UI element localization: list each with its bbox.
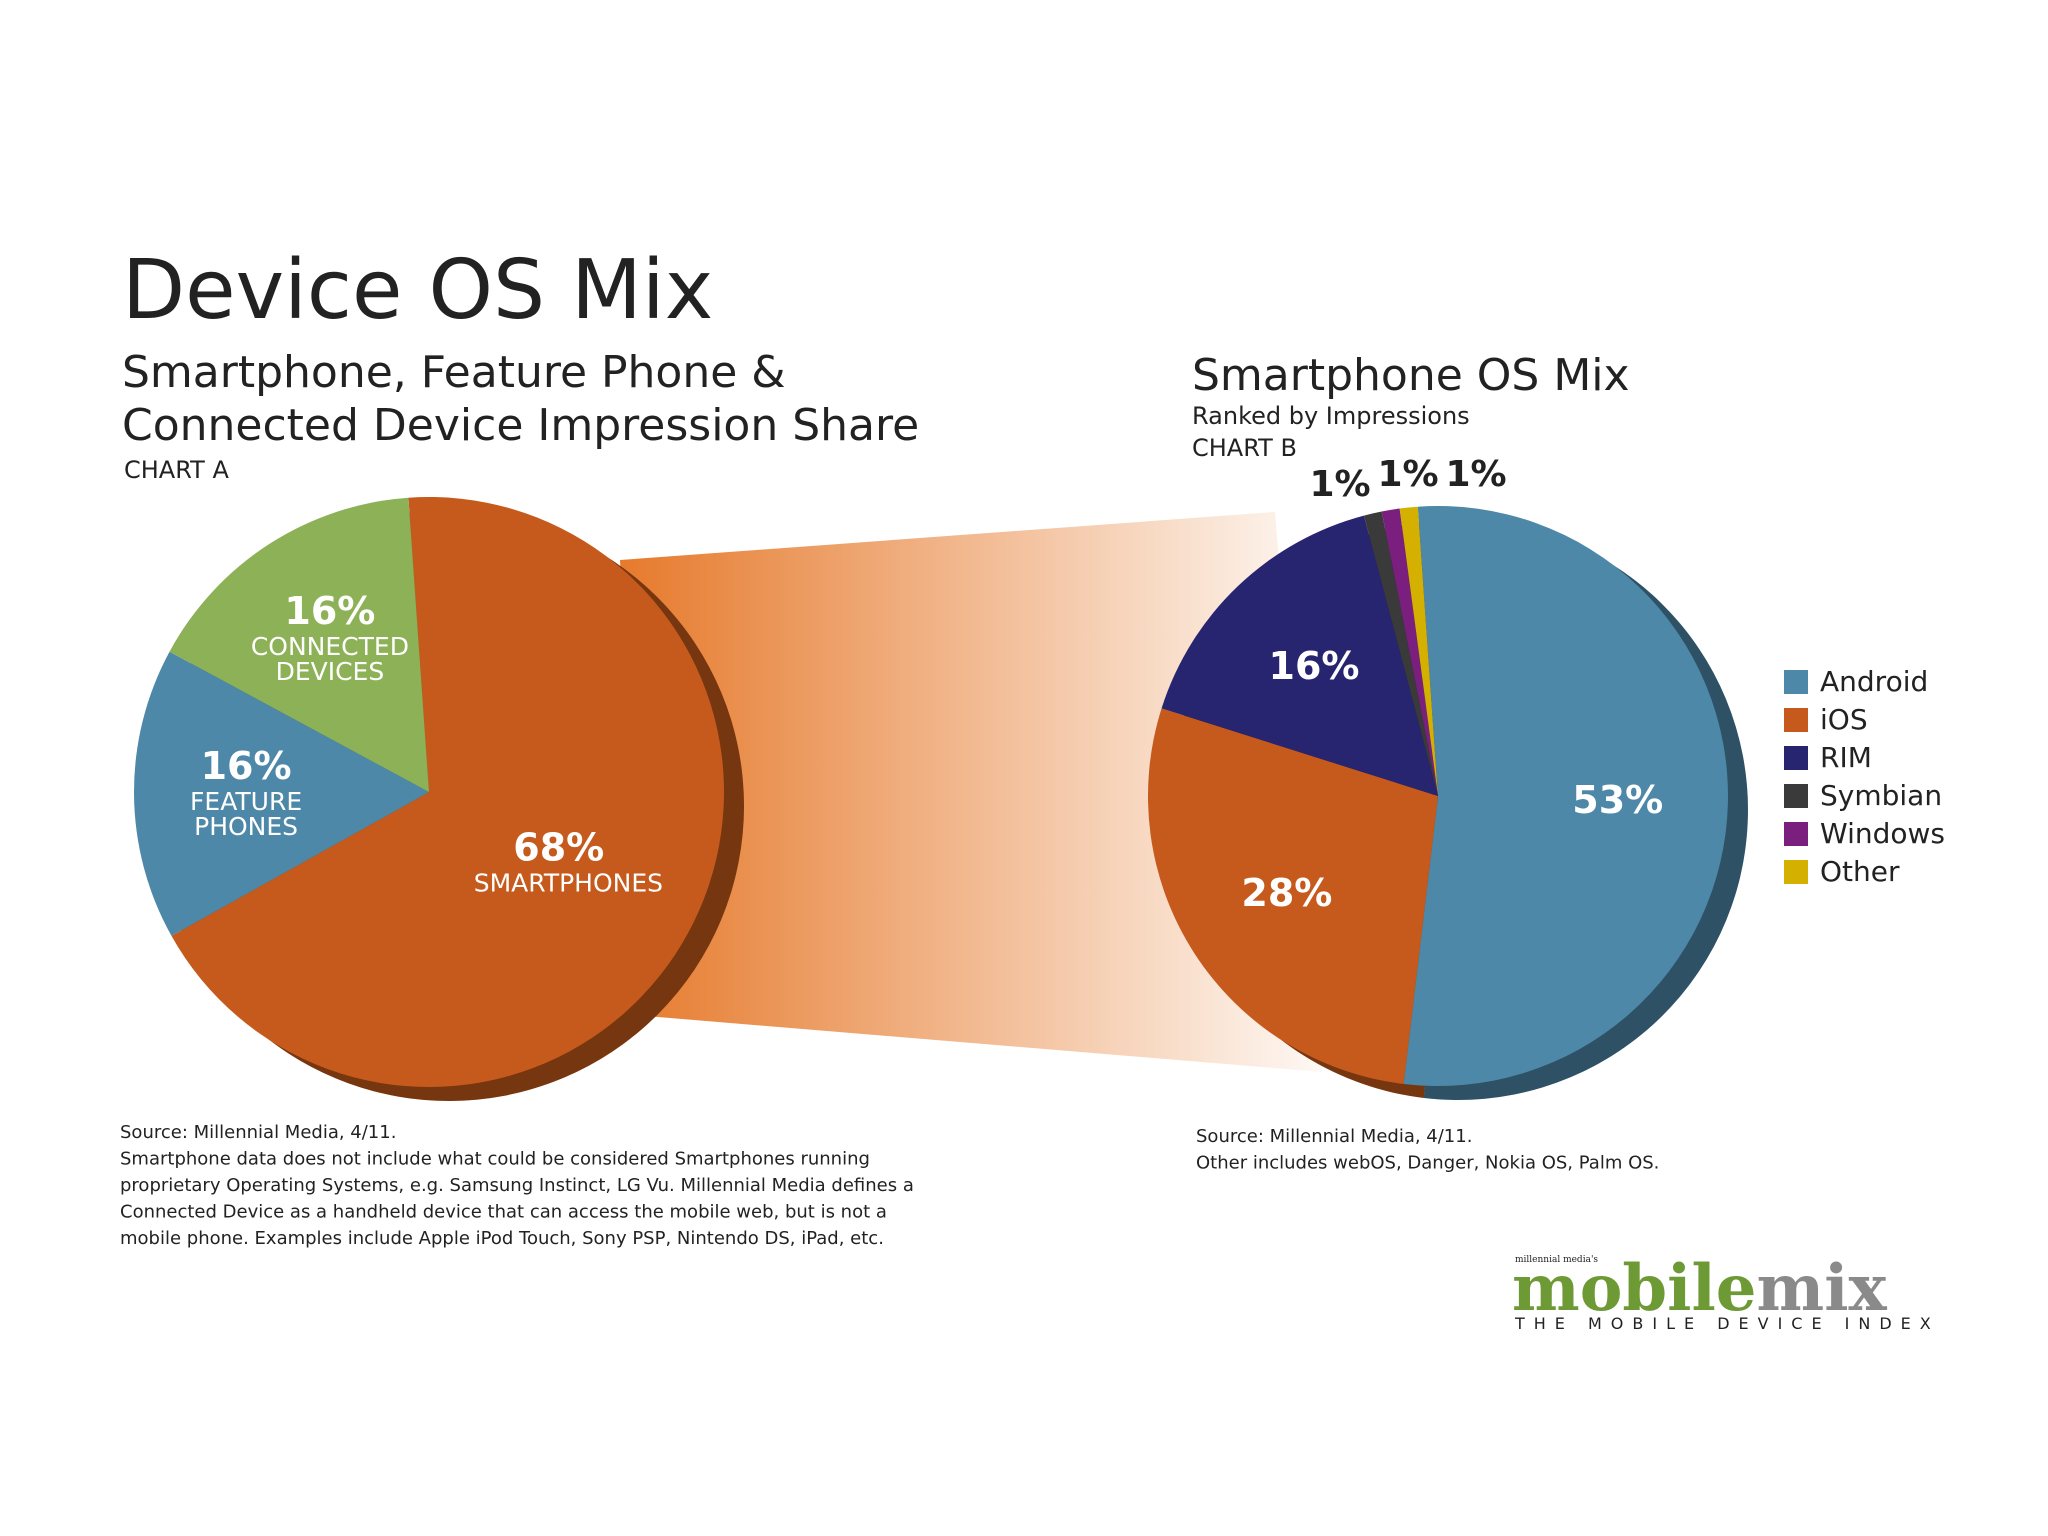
chart-subtitle: Ranked by Impressions [1192, 402, 1470, 430]
pie-slice [134, 651, 430, 936]
source-note: proprietary Operating Systems, e.g. Sams… [120, 1175, 914, 1196]
pie-slice [1403, 505, 1729, 1086]
slice-value-label: 16% [284, 589, 376, 634]
logo-tagline: THE MOBILE DEVICE INDEX [1514, 1314, 1940, 1333]
slice-value-label: 16% [1268, 643, 1360, 688]
legend-label: RIM [1820, 741, 1872, 774]
source-note: mobile phone. Examples include Apple iPo… [120, 1228, 884, 1249]
slice-value-label: 1% [1445, 454, 1506, 495]
pie-slice [1399, 506, 1438, 796]
chart-title: Smartphone, Feature Phone & [122, 347, 786, 398]
chart-subtitle: CHART A [124, 456, 229, 484]
slice-value-label: 1% [1309, 464, 1370, 505]
chart-title: Smartphone OS Mix [1192, 350, 1630, 401]
slice-label: 16% FEATURE PHONES [161, 747, 331, 839]
legend-swatch [1784, 746, 1808, 770]
slice-label: 16% [1269, 647, 1360, 685]
pie-slice [171, 497, 725, 1087]
slice-category-label: CONNECTED DEVICES [250, 632, 409, 687]
legend-label: iOS [1820, 703, 1868, 736]
legend-label: Android [1820, 665, 1928, 698]
logo-word1: mobile [1512, 1251, 1757, 1326]
slice-value-label: 16% [200, 744, 292, 789]
slice-label: 53% [1572, 781, 1663, 819]
chart-title: Connected Device Impression Share [122, 400, 919, 451]
slice-label: 68% SMARTPHONES [473, 825, 664, 898]
slice-value-label: 28% [1241, 871, 1333, 916]
legend-swatch [1784, 822, 1808, 846]
source-note: Connected Device as a handheld device th… [120, 1202, 887, 1223]
pie-slice [1148, 708, 1438, 1084]
slice-label: 28% [1241, 874, 1332, 912]
logo-word: mobilemix [1512, 1251, 1888, 1326]
source-note: Source: Millennial Media, 4/11. [120, 1122, 396, 1143]
source-note: Other includes webOS, Danger, Nokia OS, … [1196, 1153, 1659, 1174]
page-title: Device OS Mix [122, 243, 713, 338]
legend-label: Symbian [1820, 779, 1942, 812]
slice-category-label: SMARTPHONES [473, 868, 664, 898]
slice-label: 16% CONNECTED DEVICES [245, 592, 415, 684]
legend-swatch [1784, 784, 1808, 808]
slice-category-label: FEATURE PHONES [190, 787, 303, 842]
source-note: Smartphone data does not include what co… [120, 1149, 870, 1170]
slice-value-label: 1% [1377, 454, 1438, 495]
source-note: Source: Millennial Media, 4/11. [1196, 1126, 1472, 1147]
legend-label: Windows [1820, 817, 1945, 850]
pie-slice [169, 497, 430, 792]
pie-slice [1363, 511, 1438, 796]
legend-label: Other [1820, 855, 1900, 888]
logo-prefix: millennial media's [1515, 1255, 1598, 1265]
slice-value-label: 68% [513, 825, 605, 870]
pie-slice [1381, 508, 1438, 796]
pie-slice [1161, 515, 1438, 796]
legend-swatch [1784, 670, 1808, 694]
zoom-connector [620, 512, 1322, 1072]
chart-label: CHART B [1192, 434, 1297, 462]
slice-value-label: 53% [1572, 778, 1664, 823]
legend-swatch [1784, 860, 1808, 884]
legend-swatch [1784, 708, 1808, 732]
logo-word2: mix [1757, 1251, 1888, 1326]
